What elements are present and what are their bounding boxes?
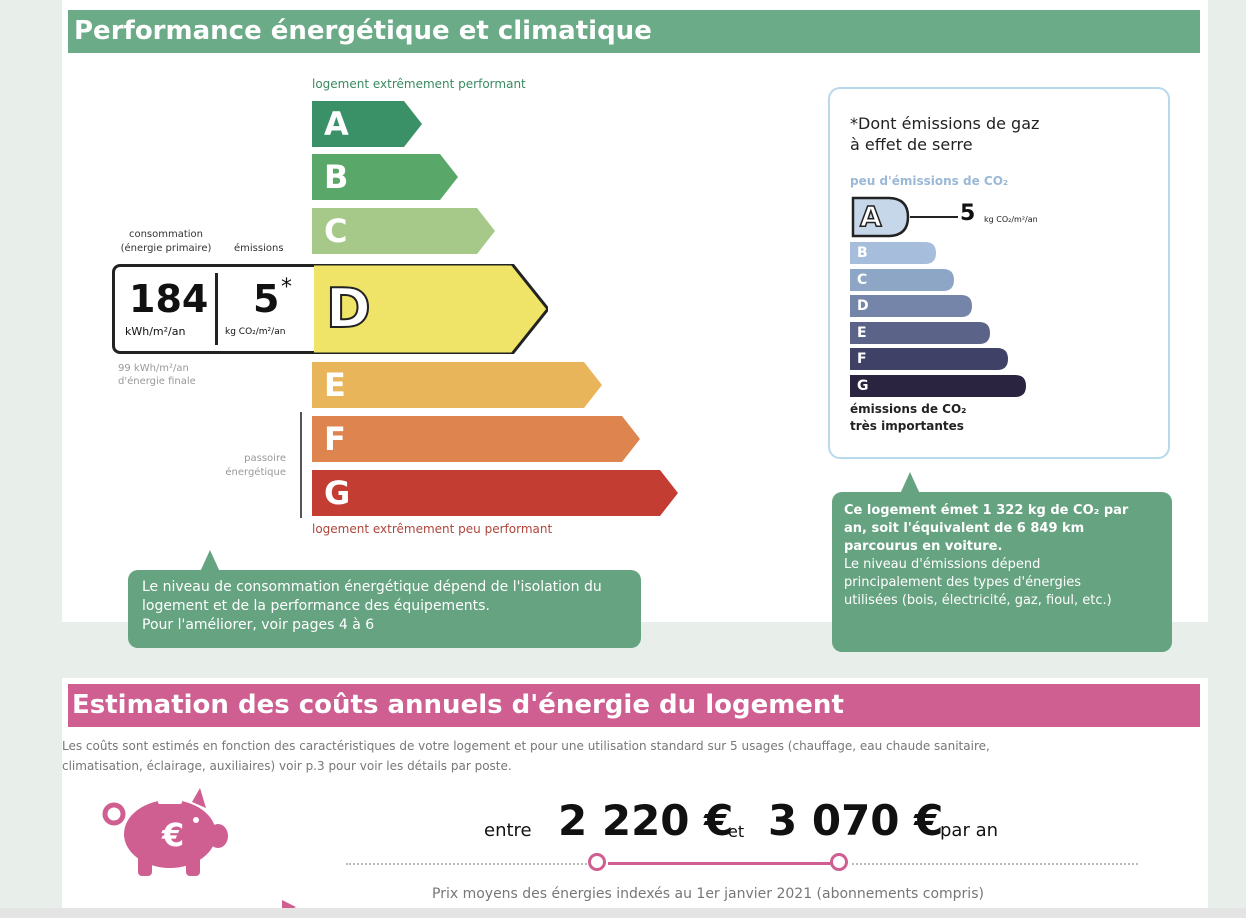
- ghg-bottom-line1: émissions de CO₂: [850, 402, 967, 416]
- range-dots-right: [852, 863, 1138, 865]
- ghg-callout-line2: principalement des types d'énergies: [844, 575, 1082, 590]
- ghg-class-b: B: [850, 242, 936, 264]
- energy-callout-line1: Le niveau de consommation énergétique dé…: [142, 579, 602, 595]
- ghg-callout-bold1: Ce logement émet 1 322 kg de CO₂ par: [844, 503, 1129, 518]
- energy-class-letter: C: [324, 212, 348, 250]
- ghg-bottom-label: émissions de CO₂ très importantes: [850, 401, 966, 435]
- ghg-class-f: F: [850, 348, 1008, 370]
- ghg-top-label: peu d'émissions de CO₂: [850, 174, 1009, 188]
- energy-section-title: Performance énergétique et climatique: [68, 10, 1200, 53]
- ghg-callout: Ce logement émet 1 322 kg de CO₂ par an,…: [832, 492, 1172, 652]
- emissions-star: *: [281, 275, 292, 300]
- consumption-value: 184: [129, 277, 209, 321]
- consumption-label-line2: (énergie primaire): [120, 243, 212, 254]
- ghg-title-line2: à effet de serre: [850, 135, 973, 154]
- energy-class-d: D: [312, 264, 548, 354]
- energy-class-b: B: [312, 154, 458, 200]
- ghg-callout-line1: Le niveau d'émissions dépend: [844, 557, 1041, 572]
- ghg-class-d: D: [850, 295, 972, 317]
- ghg-current-class-marker: [851, 196, 910, 238]
- costs-footnote: Prix moyens des énergies indexés au 1er …: [432, 886, 984, 902]
- energy-callout-line2: logement et de la performance des équipe…: [142, 598, 490, 614]
- energy-callout: Le niveau de consommation énergétique dé…: [128, 570, 641, 648]
- ghg-value-line: [910, 216, 958, 218]
- passoire-line1: passoire: [244, 453, 286, 464]
- energy-class-f: F: [312, 416, 640, 462]
- emissions-label: émissions: [234, 243, 284, 254]
- costs-high: 3 070 €: [768, 796, 944, 845]
- energy-class-c: C: [312, 208, 495, 254]
- ghg-value: 5: [960, 201, 976, 226]
- ghg-title: *Dont émissions de gaz à effet de serre: [850, 113, 1039, 155]
- ghg-callout-line3: utilisées (bois, électricité, gaz, fioul…: [844, 593, 1112, 608]
- energy-class-e: E: [312, 362, 602, 408]
- costs-description: Les coûts sont estimés en fonction des c…: [62, 736, 1208, 776]
- energy-class-letter: D: [325, 276, 372, 341]
- energy-class-letter: B: [324, 158, 349, 196]
- ghg-callout-pointer: [900, 472, 920, 494]
- energy-callout-line3: Pour l'améliorer, voir pages 4 à 6: [142, 617, 375, 633]
- ghg-class-letter: G: [857, 377, 869, 394]
- values-divider: [215, 273, 218, 345]
- current-values-box: 184 kWh/m²/an 5 * kg CO₂/m²/an: [112, 264, 314, 354]
- consumption-label-line1: consommation: [128, 229, 204, 240]
- consumption-unit: kWh/m²/an: [125, 325, 186, 338]
- ghg-class-g: G: [850, 374, 1026, 397]
- costs-section-title: Estimation des coûts annuels d'énergie d…: [68, 684, 1200, 727]
- costs-per-year: par an: [940, 820, 999, 841]
- scale-top-label: logement extrêmement performant: [312, 77, 526, 91]
- scale-bottom-label: logement extrêmement peu performant: [312, 522, 553, 536]
- cost-range-high-marker: [830, 853, 848, 871]
- ghg-class-letter: E: [857, 324, 867, 341]
- range-dots-left: [346, 863, 598, 865]
- ghg-class-letter: B: [857, 245, 868, 261]
- consumption-label: consommation (énergie primaire): [116, 228, 216, 256]
- final-energy-line2: d'énergie finale: [118, 376, 196, 387]
- bottom-scrollbar: [0, 908, 1246, 918]
- cost-range-low-marker: [588, 853, 606, 871]
- final-energy-line1: 99 kWh/m²/an: [118, 363, 189, 374]
- cost-range-bar: [608, 862, 840, 865]
- energy-class-a: A: [312, 101, 422, 147]
- ghg-class-letter: C: [857, 271, 868, 288]
- emissions-value: 5: [253, 277, 280, 321]
- emissions-unit: kg CO₂/m²/an: [225, 327, 286, 337]
- energy-class-g: G: [312, 470, 678, 516]
- energy-class-letter: G: [324, 474, 351, 512]
- passoire-bracket: [300, 412, 302, 518]
- final-energy-note: 99 kWh/m²/an d'énergie finale: [118, 362, 196, 388]
- ghg-class-e: E: [850, 321, 990, 344]
- passoire-label: passoire énergétique: [200, 452, 286, 480]
- costs-low: 2 220 €: [558, 796, 734, 845]
- energy-class-letter: E: [324, 366, 346, 404]
- svg-text:€: €: [161, 816, 184, 854]
- ghg-unit: kg CO₂/m²/an: [984, 215, 1038, 224]
- ghg-bottom-line2: très importantes: [850, 419, 964, 433]
- passoire-line2: énergétique: [225, 467, 286, 478]
- ghg-class-c: C: [850, 268, 954, 291]
- costs-desc-line1: Les coûts sont estimés en fonction des c…: [62, 739, 990, 753]
- energy-callout-pointer: [200, 550, 220, 572]
- ghg-panel: [828, 87, 1170, 459]
- ghg-title-line1: *Dont émissions de gaz: [850, 114, 1040, 133]
- ghg-callout-bold3: parcourus en voiture.: [844, 539, 1003, 554]
- energy-class-letter: A: [324, 105, 349, 143]
- costs-desc-line2: climatisation, éclairage, auxiliaires) v…: [62, 759, 512, 773]
- piggy-bank-icon: €: [102, 788, 228, 876]
- ghg-callout-bold2: an, soit l'équivalent de 6 849 km: [844, 521, 1085, 536]
- energy-class-letter: F: [324, 420, 346, 458]
- ghg-class-letter: D: [857, 298, 869, 314]
- ghg-class-letter: F: [857, 351, 867, 367]
- costs-and: et: [728, 822, 745, 841]
- ghg-current-class: A: [859, 199, 882, 234]
- costs-between: entre: [484, 820, 532, 841]
